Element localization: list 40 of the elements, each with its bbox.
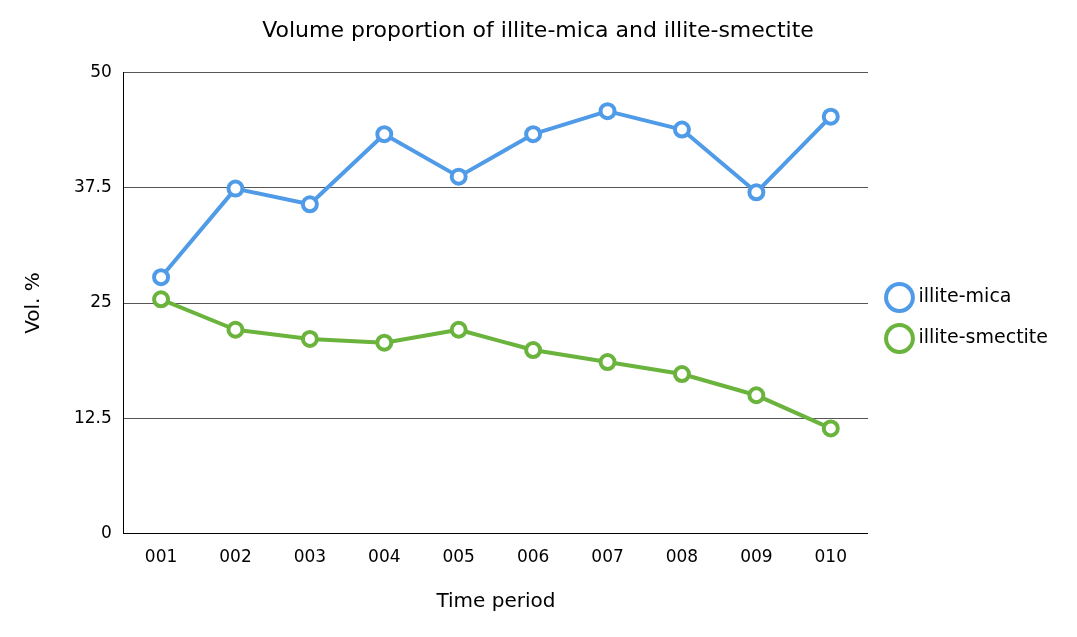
point — [821, 419, 840, 438]
y-tick-label: 25 — [90, 291, 112, 312]
point — [598, 102, 617, 121]
point — [449, 167, 468, 186]
chart-title: Volume proportion of illite-mica and illite-smectite — [262, 16, 814, 42]
x-tick-label: 007 — [591, 546, 624, 567]
point — [449, 320, 468, 339]
point — [300, 195, 319, 214]
y-tick-label: 50 — [90, 60, 112, 81]
point — [375, 333, 394, 352]
x-tick-label: 005 — [442, 546, 475, 567]
x-tick-label: 008 — [665, 546, 699, 567]
point — [821, 107, 840, 126]
x-tick-label: 001 — [144, 546, 178, 567]
x-axis-title: Time period — [435, 588, 556, 613]
y-tick-label: 12.5 — [73, 406, 112, 427]
point — [226, 179, 245, 198]
point — [747, 386, 766, 405]
point — [524, 341, 543, 360]
legend-label: illite-mica — [918, 284, 1012, 307]
point — [747, 183, 766, 202]
y-tick-label: 37.5 — [73, 176, 112, 197]
y-axis-title: Vol. % — [20, 272, 45, 334]
point — [524, 125, 543, 144]
point — [375, 125, 394, 144]
x-tick-label: 006 — [516, 546, 550, 567]
y-tick-label: 0 — [101, 522, 112, 543]
x-tick-label: 002 — [219, 546, 252, 567]
x-tick-label: 004 — [368, 546, 401, 567]
x-tick-label: 003 — [293, 546, 327, 567]
point — [152, 268, 171, 287]
point — [226, 320, 245, 339]
point — [152, 290, 171, 309]
point — [598, 353, 617, 372]
legend-label: illite-smectite — [918, 325, 1049, 348]
x-tick-label: 010 — [814, 546, 847, 567]
point — [672, 365, 691, 384]
x-tick-label: 009 — [740, 546, 773, 567]
point — [672, 120, 691, 139]
point — [300, 329, 319, 348]
